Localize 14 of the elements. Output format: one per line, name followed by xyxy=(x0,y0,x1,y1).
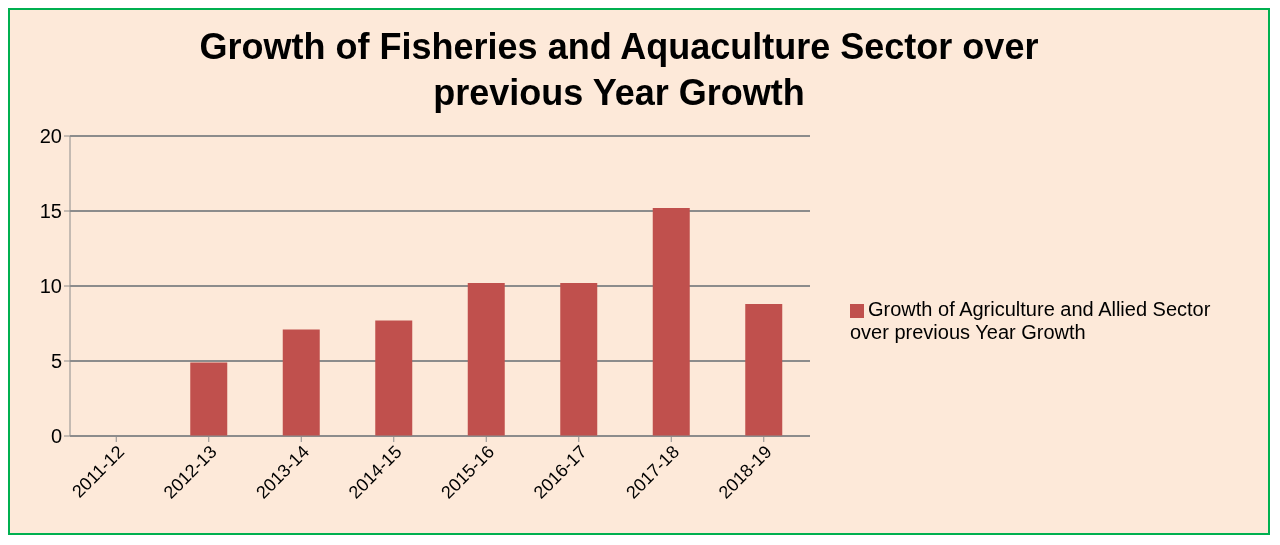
y-tick-label: 10 xyxy=(39,275,62,298)
bar xyxy=(190,362,228,436)
bar xyxy=(375,320,413,436)
bar xyxy=(467,283,505,436)
legend-label: Growth of Agriculture and Allied Sector over previous Year Growth xyxy=(850,298,1211,343)
y-tick-label: 20 xyxy=(39,125,62,148)
bar xyxy=(282,329,320,436)
chart-title: Growth of Fisheries and Aquaculture Sector over previous Year Growth xyxy=(198,25,1040,115)
bar xyxy=(745,304,783,436)
y-tick-label: 0 xyxy=(50,425,62,448)
bar xyxy=(652,208,690,436)
y-tick-label: 15 xyxy=(39,200,62,223)
bar xyxy=(560,283,598,436)
y-tick-label: 5 xyxy=(50,350,62,373)
